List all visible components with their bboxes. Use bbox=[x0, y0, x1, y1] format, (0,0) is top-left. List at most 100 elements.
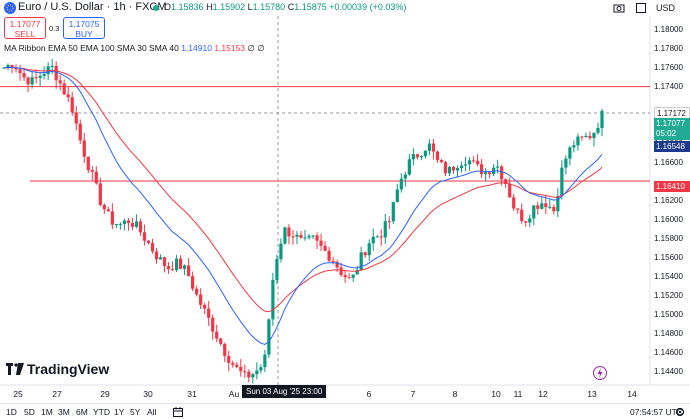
fullscreen-icon[interactable] bbox=[634, 1, 648, 15]
range-button-all[interactable]: All bbox=[147, 407, 157, 417]
candle-body bbox=[496, 166, 500, 168]
candle-body bbox=[371, 236, 375, 244]
price-tick-label: 1.17800 bbox=[654, 43, 683, 53]
candle-body bbox=[2, 67, 6, 69]
candle-body bbox=[516, 208, 520, 210]
range-button-5d[interactable]: 5D bbox=[24, 407, 35, 417]
candle-body bbox=[399, 178, 403, 190]
candle-body bbox=[423, 150, 428, 157]
candle-body bbox=[150, 243, 155, 252]
candle-body bbox=[235, 364, 239, 367]
gear-icon[interactable] bbox=[674, 406, 686, 418]
utc-clock[interactable]: 07:54:57 UTC bbox=[630, 407, 683, 417]
chart-header: Euro / U.S. Dollar · 1h · FXCM O1.15836 … bbox=[0, 0, 690, 16]
range-button-1m[interactable]: 1M bbox=[41, 407, 53, 417]
candle-body bbox=[291, 236, 295, 238]
spread-value: 0.3 bbox=[49, 24, 60, 33]
candle-body bbox=[568, 147, 572, 159]
candle-body bbox=[315, 235, 319, 241]
candle-body bbox=[335, 261, 339, 268]
candle-body bbox=[484, 172, 488, 175]
candle-body bbox=[520, 209, 524, 222]
time-tick-label: 27 bbox=[52, 389, 62, 399]
candle-body bbox=[544, 203, 548, 208]
sell-label: SELL bbox=[14, 29, 36, 39]
range-button-1d[interactable]: 1D bbox=[6, 407, 17, 417]
time-tick-label: 8 bbox=[452, 389, 458, 399]
candle-body bbox=[391, 201, 395, 222]
candle-body bbox=[363, 252, 367, 256]
indicator-legend[interactable]: MA Ribbon EMA 50 EMA 100 SMA 30 SMA 40 1… bbox=[4, 43, 265, 53]
candle-body bbox=[98, 183, 102, 205]
candle-body bbox=[94, 171, 98, 184]
range-button-ytd[interactable]: YTD bbox=[93, 407, 110, 417]
candle-body bbox=[22, 73, 26, 78]
candle-body bbox=[419, 156, 423, 158]
crosshair-time-tag: Sun 03 Aug '25 23:00 bbox=[242, 385, 327, 398]
candle-body bbox=[134, 221, 139, 227]
symbol-title[interactable]: Euro / U.S. Dollar · 1h · FXCM bbox=[18, 1, 167, 13]
candle-body bbox=[70, 97, 74, 113]
ma-slow-line bbox=[3, 67, 603, 313]
candle-body bbox=[267, 319, 271, 355]
candle-body bbox=[14, 68, 18, 70]
candle-body bbox=[299, 234, 303, 238]
time-tick-label: 12 bbox=[538, 389, 548, 399]
candle-body bbox=[431, 143, 436, 152]
candle-body bbox=[451, 166, 456, 171]
candle-body bbox=[435, 151, 440, 160]
candle-body bbox=[243, 371, 247, 373]
candle-body bbox=[271, 279, 275, 320]
candle-body bbox=[548, 206, 552, 208]
candle-body bbox=[504, 179, 508, 184]
candle-body bbox=[580, 136, 584, 138]
candle-body bbox=[347, 277, 351, 279]
bottom-toolbar: 1D 5D 1M 3M 6M YTD 1Y 5Y All 07:54:57 UTC bbox=[0, 403, 690, 419]
candle-body bbox=[508, 183, 512, 198]
candle-body bbox=[443, 162, 448, 174]
candle-body bbox=[146, 240, 151, 244]
candle-body bbox=[467, 160, 472, 165]
range-button-6m[interactable]: 6M bbox=[76, 407, 88, 417]
candle-body bbox=[223, 343, 227, 356]
price-tick-label: 1.16000 bbox=[654, 215, 683, 225]
camera-icon[interactable] bbox=[612, 1, 626, 15]
candle-body bbox=[596, 128, 600, 133]
candle-body bbox=[359, 252, 363, 270]
candle-body bbox=[259, 367, 263, 371]
lightning-icon[interactable] bbox=[593, 366, 607, 380]
buy-button[interactable]: 1.17075 BUY bbox=[63, 17, 105, 39]
candle-body bbox=[66, 94, 70, 98]
candle-body bbox=[154, 251, 159, 260]
candle-body bbox=[367, 243, 371, 256]
range-button-3m[interactable]: 3M bbox=[58, 407, 70, 417]
candle-body bbox=[311, 235, 315, 237]
candle-body bbox=[355, 269, 359, 275]
last-price-tag: 1.17077 05:02 bbox=[654, 118, 690, 140]
candle-body bbox=[207, 308, 211, 318]
candle-body bbox=[18, 69, 22, 74]
candle-body bbox=[327, 250, 331, 261]
candle-body bbox=[295, 234, 299, 237]
candle-body bbox=[118, 223, 122, 225]
candle-body bbox=[323, 245, 327, 251]
time-tick-label: 13 bbox=[587, 389, 597, 399]
candle-body bbox=[319, 240, 323, 246]
candle-body bbox=[183, 265, 187, 269]
candle-body bbox=[106, 209, 110, 212]
range-button-5y[interactable]: 5Y bbox=[130, 407, 141, 417]
candle-body bbox=[403, 174, 407, 179]
candle-body bbox=[38, 75, 42, 78]
candle-body bbox=[500, 166, 504, 180]
tradingview-logo[interactable]: TradingView bbox=[6, 361, 109, 377]
candle-body bbox=[174, 258, 179, 271]
candle-body bbox=[592, 132, 596, 139]
candle-body bbox=[126, 220, 131, 224]
calendar-icon[interactable] bbox=[172, 406, 184, 418]
currency-selector[interactable]: USD bbox=[656, 3, 676, 13]
sell-button[interactable]: 1.17077 SELL bbox=[4, 17, 46, 39]
range-button-1y[interactable]: 1Y bbox=[114, 407, 125, 417]
candle-body bbox=[275, 259, 279, 280]
candle-body bbox=[588, 135, 592, 139]
